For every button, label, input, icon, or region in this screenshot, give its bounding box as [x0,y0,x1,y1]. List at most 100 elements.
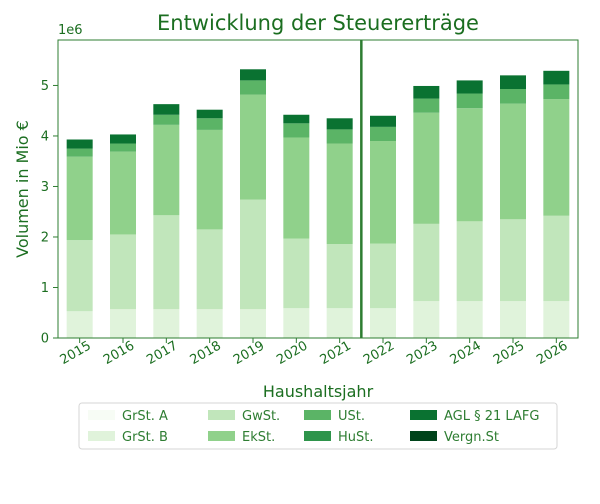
legend-label: GrSt. A [122,409,168,424]
bar-segment-2016-series-1 [110,309,136,338]
legend-swatch [304,410,331,420]
bar-segment-2018-series-3 [196,129,223,230]
x-tick-label: 2026 [534,338,570,368]
bar-segment-2021-series-1 [326,308,353,338]
bar-segment-2017-series-4 [153,114,180,125]
bar-segment-2020-series-1 [283,308,310,338]
legend-label: AGL § 21 LAFG [444,409,539,424]
x-tick-label: 2019 [231,338,267,368]
x-tick-label: 2020 [274,338,310,368]
y-tick-label: 5 [41,79,49,94]
bar-segment-2021-series-6 [326,118,353,130]
bar-segment-2026-series-2 [543,215,570,302]
x-tick-label: 2018 [188,338,224,368]
legend-swatch [208,431,235,441]
bar-segment-2019-series-4 [240,80,266,95]
bar-segment-2017-series-2 [153,215,180,310]
legend-swatch [88,431,115,441]
plot-frame [57,39,579,339]
chart-title: Entwicklung der Steuererträge [157,11,479,35]
legend-frame [78,402,558,450]
bar-segment-2016-series-6 [110,134,136,144]
legend-label: EkSt. [242,430,275,445]
bar-segment-2017-series-6 [153,104,180,115]
y-tick-label: 2 [41,230,49,245]
bar-segment-2019-series-6 [240,69,266,81]
bar-segment-2015-series-4 [66,148,93,157]
bar-segment-2023-series-2 [413,223,440,302]
bar-segment-2021-series-3 [326,143,353,245]
y-axis-label: Volumen in Mio € [13,120,32,258]
x-tick-label: 2016 [101,338,137,368]
bar-segment-2026-series-6 [543,70,570,85]
bar-segment-2023-series-1 [413,301,440,338]
bar-segment-2015-series-3 [66,156,93,241]
legend-label: GrSt. B [122,430,168,445]
bar-segment-2022-series-4 [370,126,396,142]
bar-segment-2016-series-4 [110,143,136,152]
bar-segment-2024-series-4 [456,93,483,109]
legend-swatch [410,431,437,441]
legend-swatch [410,410,437,420]
bar-segment-2025-series-3 [500,103,526,220]
bar-segment-2024-series-1 [456,301,483,338]
bar-segment-2018-series-6 [196,109,223,119]
x-tick-label: 2015 [58,338,94,368]
bar-segment-2026-series-3 [543,99,570,216]
legend-label: Vergn.St [444,430,499,445]
bar-segment-2024-series-6 [456,80,483,94]
legend-label: HuSt. [338,430,374,445]
bar-segment-2018-series-4 [196,118,223,130]
bar-segment-2015-series-1 [66,311,93,338]
legend-label: USt. [338,409,365,424]
bar-segment-2019-series-2 [240,199,266,310]
legend-swatch [304,431,331,441]
bar-segment-2017-series-1 [153,309,180,338]
bar-segment-2015-series-6 [66,139,93,149]
x-tick-label: 2022 [361,338,397,368]
bar-segment-2026-series-1 [543,301,570,338]
bar-segment-2026-series-4 [543,84,570,100]
bar-segment-2018-series-1 [196,309,223,338]
bar-segment-2023-series-3 [413,112,440,224]
bar-segment-2020-series-2 [283,238,310,309]
bar-segment-2022-series-2 [370,243,396,309]
bar-segment-2025-series-4 [500,88,526,104]
bar-segment-2025-series-1 [500,301,526,338]
y-tick-label: 3 [41,180,49,195]
x-tick-label: 2025 [491,338,527,368]
bar-segment-2020-series-6 [283,114,310,124]
x-tick-label: 2024 [448,338,484,368]
x-tick-label: 2021 [318,338,354,368]
y-tick-label: 4 [41,129,49,144]
bar-segment-2022-series-6 [370,115,396,127]
bar-segment-2025-series-6 [500,75,526,89]
bar-segment-2022-series-1 [370,308,396,338]
x-tick-label: 2023 [404,338,440,368]
y-tick-label: 0 [41,332,49,347]
bar-segment-2016-series-2 [110,234,136,310]
bar-segment-2017-series-3 [153,124,180,216]
bar-segment-2022-series-3 [370,141,396,244]
bar-segment-2015-series-2 [66,240,93,312]
bar-segment-2025-series-2 [500,219,526,302]
x-axis-label: Haushaltsjahr [263,382,374,401]
bar-segment-2019-series-3 [240,94,266,200]
bar-segment-2018-series-2 [196,229,223,310]
bar-segment-2019-series-1 [240,309,266,338]
bar-segment-2016-series-3 [110,151,136,235]
x-tick-label: 2017 [144,338,180,368]
bar-segment-2020-series-4 [283,123,310,138]
bar-segment-2024-series-2 [456,221,483,302]
bar-segment-2023-series-4 [413,98,440,113]
bar-segment-2024-series-3 [456,108,483,222]
legend: GrSt. A GrSt. B GwSt. EkSt. USt. HuSt. AGL § 2… [78,402,558,450]
legend-swatch [88,410,115,420]
y-tick-label: 1 [41,281,49,296]
y-scale-label: 1e6 [58,23,83,38]
bar-segment-2021-series-2 [326,244,353,309]
legend-swatch [208,410,235,420]
legend-label: GwSt. [242,409,280,424]
